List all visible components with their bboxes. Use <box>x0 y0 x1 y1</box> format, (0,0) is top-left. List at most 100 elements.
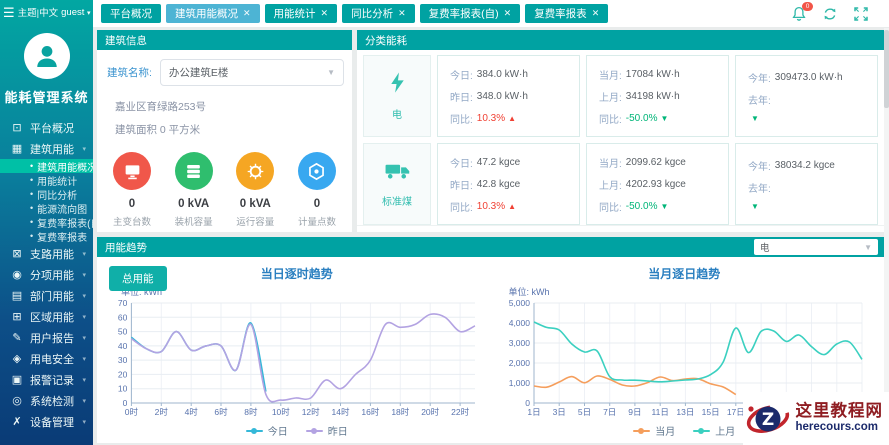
tab-close-icon[interactable]: ✕ <box>243 8 251 18</box>
chart-unit-label: 单位: kWh <box>121 287 163 297</box>
sidebar-item-10[interactable]: ◎ 系统检测 ▾ <box>0 390 93 411</box>
sidebar-subitem[interactable]: • 建筑用能概况 <box>0 159 93 174</box>
sidebar-subitem[interactable]: •复费率报表(自) <box>0 215 93 230</box>
chevron-down-icon: ▾ <box>82 145 86 153</box>
stat-key: 去年: <box>748 95 771 107</box>
sidebar-item-4[interactable]: ◉ 分项用能 ▾ <box>0 264 93 285</box>
trend-body: 总用能 当日逐时趋势 单位: kWh 0时 2时 4时 6时 8时 10时 12时 14时 16时 1… <box>97 257 884 443</box>
sidebar-item-6[interactable]: ⊞ 区域用能 ▾ <box>0 306 93 327</box>
trend-panel-title: 用能趋势 <box>105 241 147 254</box>
stat-key: 昨日: <box>450 180 473 192</box>
down-triangle-icon: ▼ <box>660 201 669 211</box>
sidebar-item-8[interactable]: ◈ 用电安全 ▾ <box>0 348 93 369</box>
building-select[interactable]: 办公建筑E楼 ▼ <box>159 59 344 86</box>
sidebar-item-7[interactable]: ✎ 用户报告 ▾ <box>0 327 93 348</box>
tabs: 平台概况 建筑用能概况 ✕ 用能统计 ✕ 同比分析 ✕ 复费率报表(自) ✕ 复费率报表 ✕ <box>101 4 791 23</box>
stat-line: 同比: -50.0% ▼ <box>599 111 716 126</box>
svg-text:8时: 8时 <box>244 407 258 417</box>
tab-建筑用能概况[interactable]: 建筑用能概况 ✕ <box>166 4 260 23</box>
legend-item-当月[interactable]: 当月 <box>633 423 675 438</box>
branch-energy-icon: ⊠ <box>12 248 22 260</box>
down-triangle-icon: ▼ <box>751 201 759 211</box>
theme-language-switch[interactable]: 主题|中文 <box>17 8 59 19</box>
tab-label: 平台概况 <box>110 8 152 20</box>
sidebar-item-label: 用户报告 <box>30 332 74 345</box>
tab-复费率报表[interactable]: 复费率报表 ✕ <box>525 4 609 23</box>
hamburger-icon[interactable]: ☰ <box>3 4 15 20</box>
tab-label: 用能统计 <box>273 8 316 20</box>
legend-item-昨日[interactable]: 昨日 <box>305 423 348 438</box>
svg-text:Z: Z <box>761 410 773 430</box>
metering-points-icon <box>297 152 336 190</box>
sidebar-item-2[interactable]: ▦ 建筑用能 ▾ <box>0 138 93 159</box>
stat-key: 今年: <box>748 73 771 85</box>
building-info-panel: 建筑信息 建筑名称: 办公建筑E楼 ▼ 嘉业区育绿路253号 建筑面积 0 平方… <box>97 30 352 232</box>
building-stat-主变台数: 0 主变台数 <box>103 152 161 228</box>
energy-trend-panel: 用能趋势 电 ▼ 总用能 当日逐时趋势 单位: kWh 0时 2时 4时 6时 8时 10时 1… <box>97 237 884 443</box>
scrollbar-thumb[interactable] <box>884 30 889 108</box>
scrollbar-track[interactable] <box>884 28 889 445</box>
sidebar-item-5[interactable]: ▤ 部门用能 ▾ <box>0 285 93 306</box>
energy-type-select[interactable]: 电 ▼ <box>754 239 878 255</box>
tab-close-icon[interactable]: ✕ <box>503 8 512 18</box>
refresh-icon[interactable] <box>822 6 838 22</box>
chart-legend: 今日 昨日 <box>245 423 348 438</box>
sidebar-item-11[interactable]: ✗ 设备管理 ▾ <box>0 411 93 432</box>
building-stat-value: 0 kVA <box>178 198 210 210</box>
tab-复费率报表(自)[interactable]: 复费率报表(自) ✕ <box>419 4 521 23</box>
stat-line: 今日: 384.0 kW·h <box>450 67 567 82</box>
tab-close-icon[interactable]: ✕ <box>320 8 329 18</box>
sidebar: ☰ 主题|中文 guest ▾ 能耗管理系统 ⊡ 平台概况 ▦ 建筑用能 ▾ • 建筑用能概… <box>0 0 93 445</box>
sidebar-subitem[interactable]: • 能源流向图 <box>0 201 93 216</box>
svg-text:10时: 10时 <box>272 407 290 417</box>
svg-text:0: 0 <box>526 398 531 408</box>
svg-text:15日: 15日 <box>702 407 720 417</box>
sidebar-item-1[interactable]: ⊡ 平台概况 <box>0 117 93 138</box>
sidebar-subitem-label: 建筑用能概况 <box>37 162 93 174</box>
building-stat-装机容量: 0 kVA 装机容量 <box>165 152 223 228</box>
stat-key: 同比: <box>599 202 622 214</box>
stat-key: 同比: <box>450 202 473 214</box>
tab-平台概况[interactable]: 平台概况 <box>101 4 161 23</box>
energy-stat-card: 今日: 47.2 kgce 昨日: 42.8 kgce 同比: 10.3% ▲ <box>437 143 580 225</box>
energy-stat-card: 今年: 38034.2 kgce 去年: ▼ <box>735 143 878 225</box>
user-menu[interactable]: guest ▾ <box>61 6 91 18</box>
svg-text:3,000: 3,000 <box>509 338 531 348</box>
stat-line: 同比: 10.3% ▲ <box>450 111 567 126</box>
chevron-down-icon: ▾ <box>82 271 86 279</box>
bullet-icon: • <box>30 161 34 171</box>
legend-item-今日[interactable]: 今日 <box>245 423 288 438</box>
svg-text:20: 20 <box>118 369 128 379</box>
trend-panel-header: 用能趋势 电 ▼ <box>97 237 884 257</box>
tab-close-icon[interactable]: ✕ <box>591 8 600 18</box>
svg-text:40: 40 <box>118 341 128 351</box>
building-stat-运行容量: 0 kVA 运行容量 <box>226 152 284 228</box>
svg-text:30: 30 <box>118 355 128 365</box>
svg-text:13日: 13日 <box>677 407 695 417</box>
total-energy-button[interactable]: 总用能 <box>109 266 167 291</box>
tab-同比分析[interactable]: 同比分析 ✕ <box>342 4 415 23</box>
tab-label: 复费率报表 <box>534 8 587 20</box>
bell-icon[interactable]: 0 <box>791 1 813 22</box>
legend-item-上月[interactable]: 上月 <box>693 423 735 438</box>
chevron-down-icon: ▼ <box>327 68 335 77</box>
app-title: 能耗管理系统 <box>4 90 89 105</box>
fullscreen-icon[interactable] <box>853 6 869 22</box>
sidebar-subitem[interactable]: • 同比分析 <box>0 187 93 202</box>
sidebar-subitem[interactable]: • 复费率报表 <box>0 229 93 244</box>
sidebar-item-label: 区域用能 <box>30 311 74 324</box>
svg-text:70: 70 <box>118 298 128 308</box>
building-address: 嘉业区育绿路253号 <box>115 101 207 113</box>
tab-label: 建筑用能概况 <box>175 8 238 20</box>
energy-stat-card: 当月: 17084 kW·h 上月: 34198 kW·h 同比: -50.0% ▼ <box>586 55 729 137</box>
legend-label: 昨日 <box>327 427 348 438</box>
stat-line: 昨日: 42.8 kgce <box>450 177 567 192</box>
main-area: 平台概况 建筑用能概况 ✕ 用能统计 ✕ 同比分析 ✕ 复费率报表(自) ✕ 复费率报表 ✕ 0 <box>93 0 889 445</box>
sidebar-item-9[interactable]: ▣ 报警记录 ▾ <box>0 369 93 390</box>
tab-用能统计[interactable]: 用能统计 ✕ <box>264 4 338 23</box>
stat-value: 10.3% <box>476 200 506 212</box>
sidebar-subitem[interactable]: • 用能统计 <box>0 173 93 188</box>
tab-close-icon[interactable]: ✕ <box>398 8 406 18</box>
sidebar-item-3[interactable]: ⊠ 支路用能 ▾ <box>0 243 93 264</box>
